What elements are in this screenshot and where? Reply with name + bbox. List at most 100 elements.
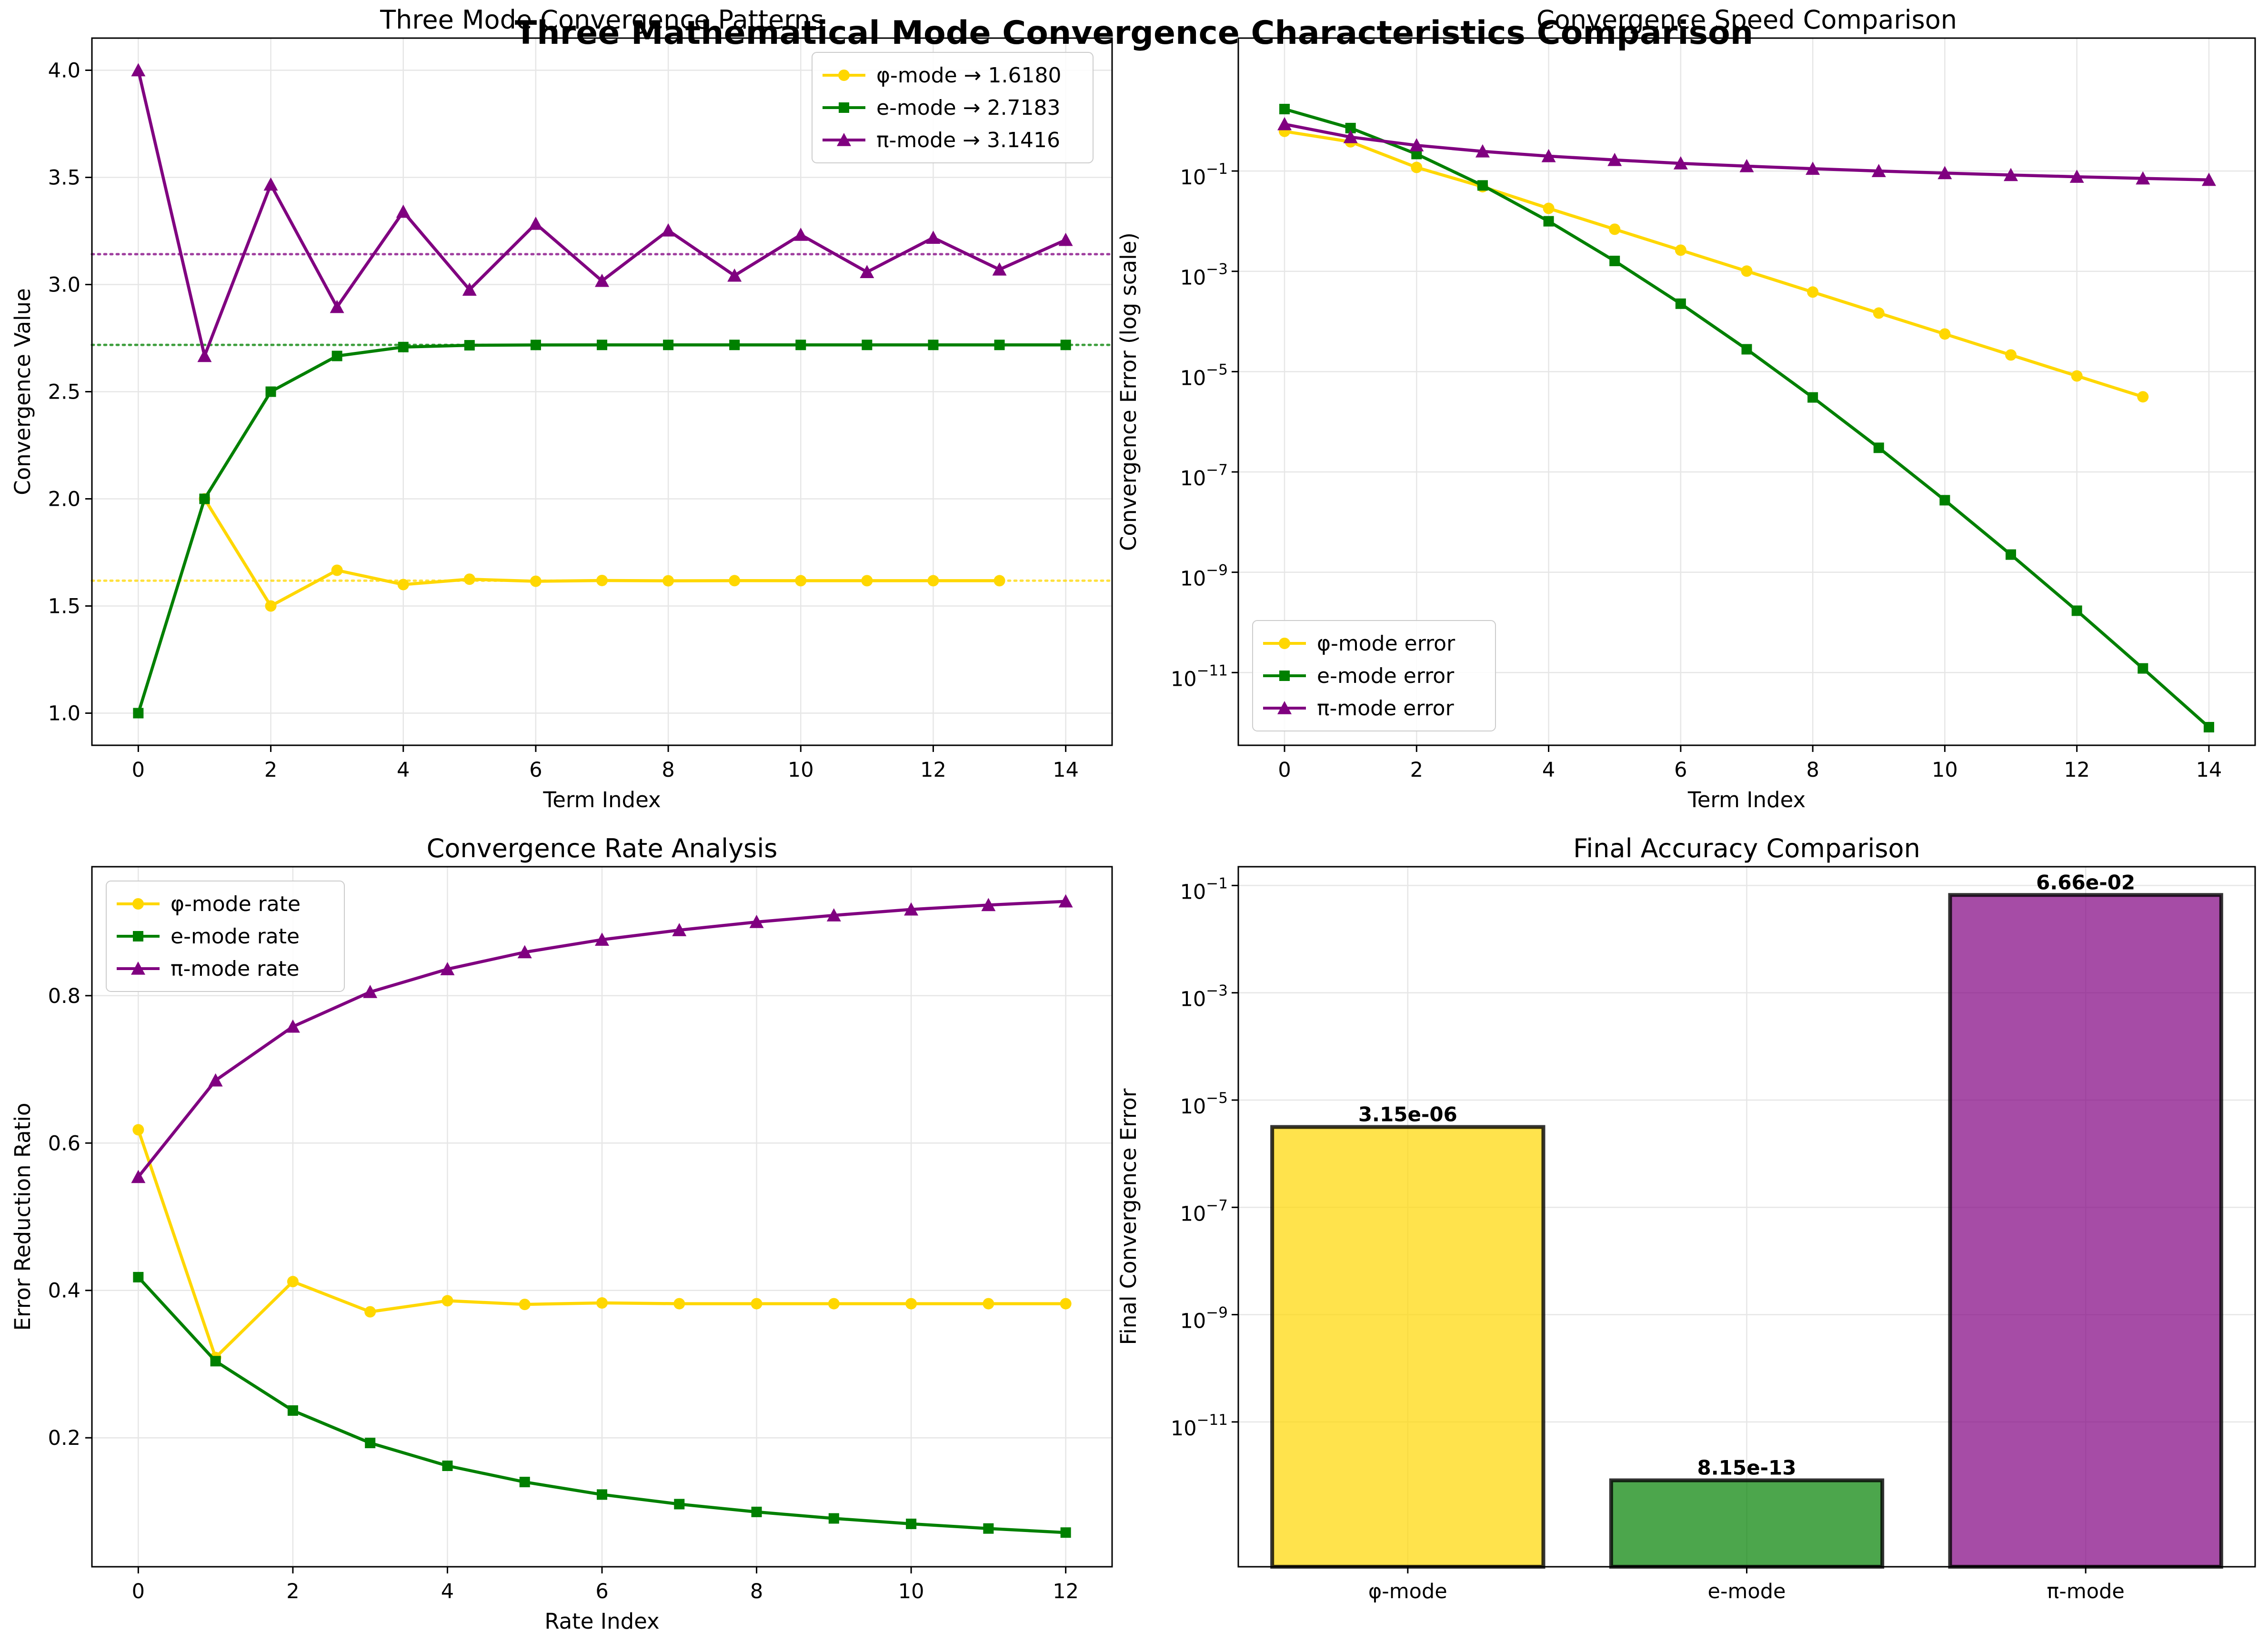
y-tick-exponent: −3: [1206, 261, 1228, 278]
legend-marker: [1279, 638, 1290, 649]
data-point: [983, 1298, 994, 1310]
data-point: [663, 340, 674, 350]
y-tick-label: 0.8: [48, 984, 80, 1008]
data-point: [397, 579, 409, 591]
x-tick-label: π-mode: [2047, 1580, 2124, 1603]
y-tick-base: 10: [1171, 1417, 1197, 1441]
x-tick-label: φ-mode: [1368, 1580, 1447, 1603]
x-tick-label: 12: [1053, 1580, 1079, 1603]
legend-marker: [838, 70, 850, 81]
x-tick-label: 0: [132, 1580, 145, 1603]
data-point: [2006, 549, 2017, 560]
x-tick-label: 8: [662, 758, 674, 782]
y-tick-exponent: −11: [1197, 662, 1228, 679]
legend: φ-mode rate e-mode rate π-mode rate: [106, 881, 345, 992]
x-tick-label: 8: [1806, 758, 1819, 782]
data-point: [904, 902, 919, 916]
data-point: [1739, 159, 1754, 172]
bar: [1609, 1478, 1885, 1569]
data-point: [1806, 161, 1820, 175]
ticks: 0 2 4 6 8 10 12 14 1.0 1.5 2.0 2.5 3.0 3.5 4.0: [48, 59, 1079, 782]
data-point: [285, 1019, 300, 1033]
legend-label: e-mode error: [1317, 664, 1455, 688]
data-point: [906, 1518, 917, 1529]
data-point: [2071, 605, 2082, 616]
data-point: [1060, 340, 1071, 350]
panel-title: Three Mode Convergence Patterns: [380, 5, 824, 35]
y-tick-base: 10: [1180, 366, 1206, 390]
data-point: [927, 575, 939, 587]
y-tick-label: 10−5: [1180, 1090, 1228, 1119]
data-point: [2201, 172, 2216, 186]
x-tick-label: 4: [397, 758, 410, 782]
data-point: [210, 1356, 221, 1367]
legend-frame: [812, 52, 1094, 163]
y-tick-exponent: −7: [1206, 1197, 1228, 1214]
legend-frame: [106, 881, 345, 992]
x-tick-label: 2: [286, 1580, 299, 1603]
y-tick-label: 0.2: [48, 1426, 80, 1450]
data-point: [828, 1298, 840, 1310]
data-point: [828, 1513, 839, 1524]
data-point: [2138, 663, 2148, 674]
y-tick-label: 2.0: [48, 488, 80, 511]
data-point: [596, 1297, 608, 1309]
data-point: [926, 230, 941, 244]
series-pi: [131, 894, 1073, 1183]
bar-group: 8.15e-13: [1609, 1456, 1885, 1569]
data-point: [994, 575, 1005, 587]
data-point: [131, 1170, 146, 1183]
legend-label: φ-mode rate: [171, 892, 301, 916]
y-tick-exponent: −1: [1206, 160, 1228, 178]
y-tick-base: 10: [1171, 667, 1197, 691]
data-point: [1543, 216, 1554, 227]
x-axis-label: Term Index: [542, 787, 661, 812]
y-tick-label: 4.0: [48, 59, 80, 83]
data-point: [661, 223, 676, 237]
data-point: [994, 340, 1005, 350]
data-point: [1609, 255, 1620, 266]
data-point: [1277, 117, 1292, 130]
data-point: [1345, 122, 1356, 133]
data-point: [928, 340, 939, 350]
panel-title: Convergence Rate Analysis: [427, 833, 778, 863]
series-line: [1284, 130, 2144, 399]
data-point: [2005, 349, 2017, 361]
data-point: [597, 340, 607, 350]
y-tick-exponent: −5: [1206, 1090, 1228, 1107]
bar-value-label: 3.15e-06: [1358, 1103, 1457, 1126]
y-tick-label: 3.0: [48, 273, 80, 297]
data-point: [364, 1306, 376, 1318]
data-point: [2071, 370, 2083, 382]
data-point: [793, 227, 808, 241]
y-tick-base: 10: [1180, 880, 1206, 904]
data-point: [1807, 286, 1819, 298]
legend-label: e-mode rate: [171, 924, 300, 949]
x-tick-label: 6: [1674, 758, 1687, 782]
legend-marker: [132, 898, 144, 910]
grid: [92, 867, 1112, 1567]
figure-title: Three Mathematical Mode Convergence Char…: [515, 14, 1753, 52]
panel-1: 0 2 4 6 8 10 12 14 1.0 1.5 2.0 2.5 3.0 3.5 4.0 Three Mo…: [10, 5, 1114, 812]
legend-label: φ-mode → 1.6180: [876, 63, 1061, 88]
y-tick-exponent: −7: [1206, 461, 1228, 479]
data-point: [519, 1477, 530, 1488]
data-point: [530, 575, 542, 587]
data-point: [442, 1461, 453, 1472]
x-tick-label: 0: [1278, 758, 1291, 782]
legend-marker: [133, 931, 143, 941]
data-point: [2136, 171, 2150, 185]
legend-label: π-mode rate: [171, 957, 300, 981]
x-tick-label: 0: [132, 758, 145, 782]
data-point: [795, 340, 806, 350]
data-point: [672, 923, 687, 936]
data-point: [749, 915, 764, 928]
data-point: [2203, 721, 2214, 732]
y-axis-label: Convergence Value: [10, 288, 35, 495]
legend-frame: [1252, 620, 1496, 731]
data-point: [1060, 1298, 1072, 1310]
data-point: [751, 1298, 763, 1310]
data-point: [1541, 149, 1556, 162]
